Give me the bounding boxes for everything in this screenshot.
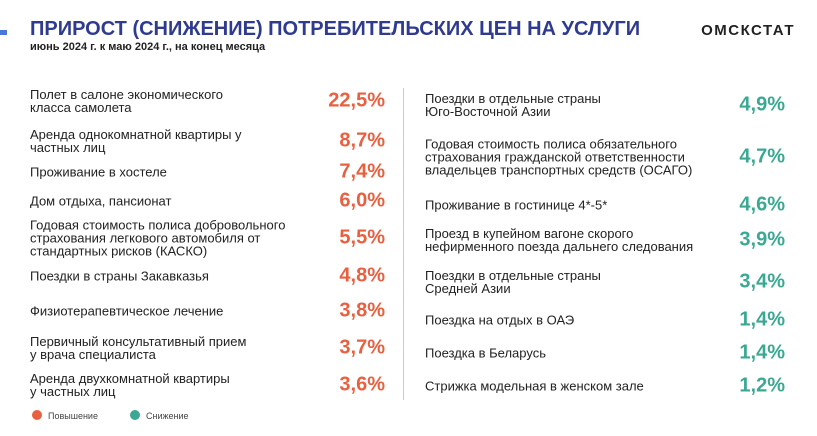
item-label: Поездки в страны Закавказья [30,268,209,284]
item-label: Поездка на отдых в ОАЭ [425,312,575,328]
accent-bar [0,30,7,35]
item-label: Поездки в отдельные страны Средней Азии [425,268,601,296]
brand: ОМСКСТАТ [701,22,795,39]
item-label: Аренда двухкомнатной квартиры у частных … [30,371,230,399]
item-value: 3,9% [739,228,785,251]
item-value: 1,4% [739,308,785,331]
item-label: Проживание в гостинице 4*-5* [425,197,608,213]
item-value: 8,7% [339,129,385,152]
item-value: 1,4% [739,341,785,364]
item-value: 7,4% [339,160,385,183]
divider [403,88,404,400]
item-value: 3,6% [339,373,385,396]
item-value: 4,8% [339,264,385,287]
item-value: 4,9% [739,93,785,116]
item-label: Аренда однокомнатной квартиры у частных … [30,127,242,155]
item-label: Первичный консультативный прием у врача … [30,334,247,362]
item-value: 1,2% [739,374,785,397]
item-value: 5,5% [339,226,385,249]
title: ПРИРОСТ (СНИЖЕНИЕ) ПОТРЕБИТЕЛЬСКИХ ЦЕН Н… [30,18,641,40]
item-label: Поездка в Беларусь [425,345,546,361]
item-label: Физиотерапевтическое лечение [30,303,224,319]
item-label: Проезд в купейном вагоне скорого нефирме… [425,226,694,254]
legend-decrease: Снижение [146,411,189,421]
item-value: 6,0% [339,189,385,212]
item-label: Годовая стоимость полиса добровольного с… [30,217,286,259]
item-value: 22,5% [328,89,385,112]
legend-dot-increase [32,410,42,420]
item-value: 4,6% [739,193,785,216]
item-label: Полет в салоне экономического класса сам… [30,87,224,115]
legend-dot-decrease [130,410,140,420]
item-label: Годовая стоимость полиса обязательного с… [425,136,693,178]
item-value: 3,8% [339,299,385,322]
item-label: Поездки в отдельные страны Юго-Восточной… [425,91,601,119]
subtitle: июнь 2024 г. к маю 2024 г., на конец мес… [30,41,266,53]
item-value: 3,4% [739,270,785,293]
item-value: 4,7% [739,145,785,168]
legend-increase: Повышение [48,411,98,421]
item-label: Проживание в хостеле [30,164,167,180]
item-value: 3,7% [339,336,385,359]
item-label: Дом отдыха, пансионат [30,193,172,209]
item-label: Стрижка модельная в женском зале [425,378,644,394]
